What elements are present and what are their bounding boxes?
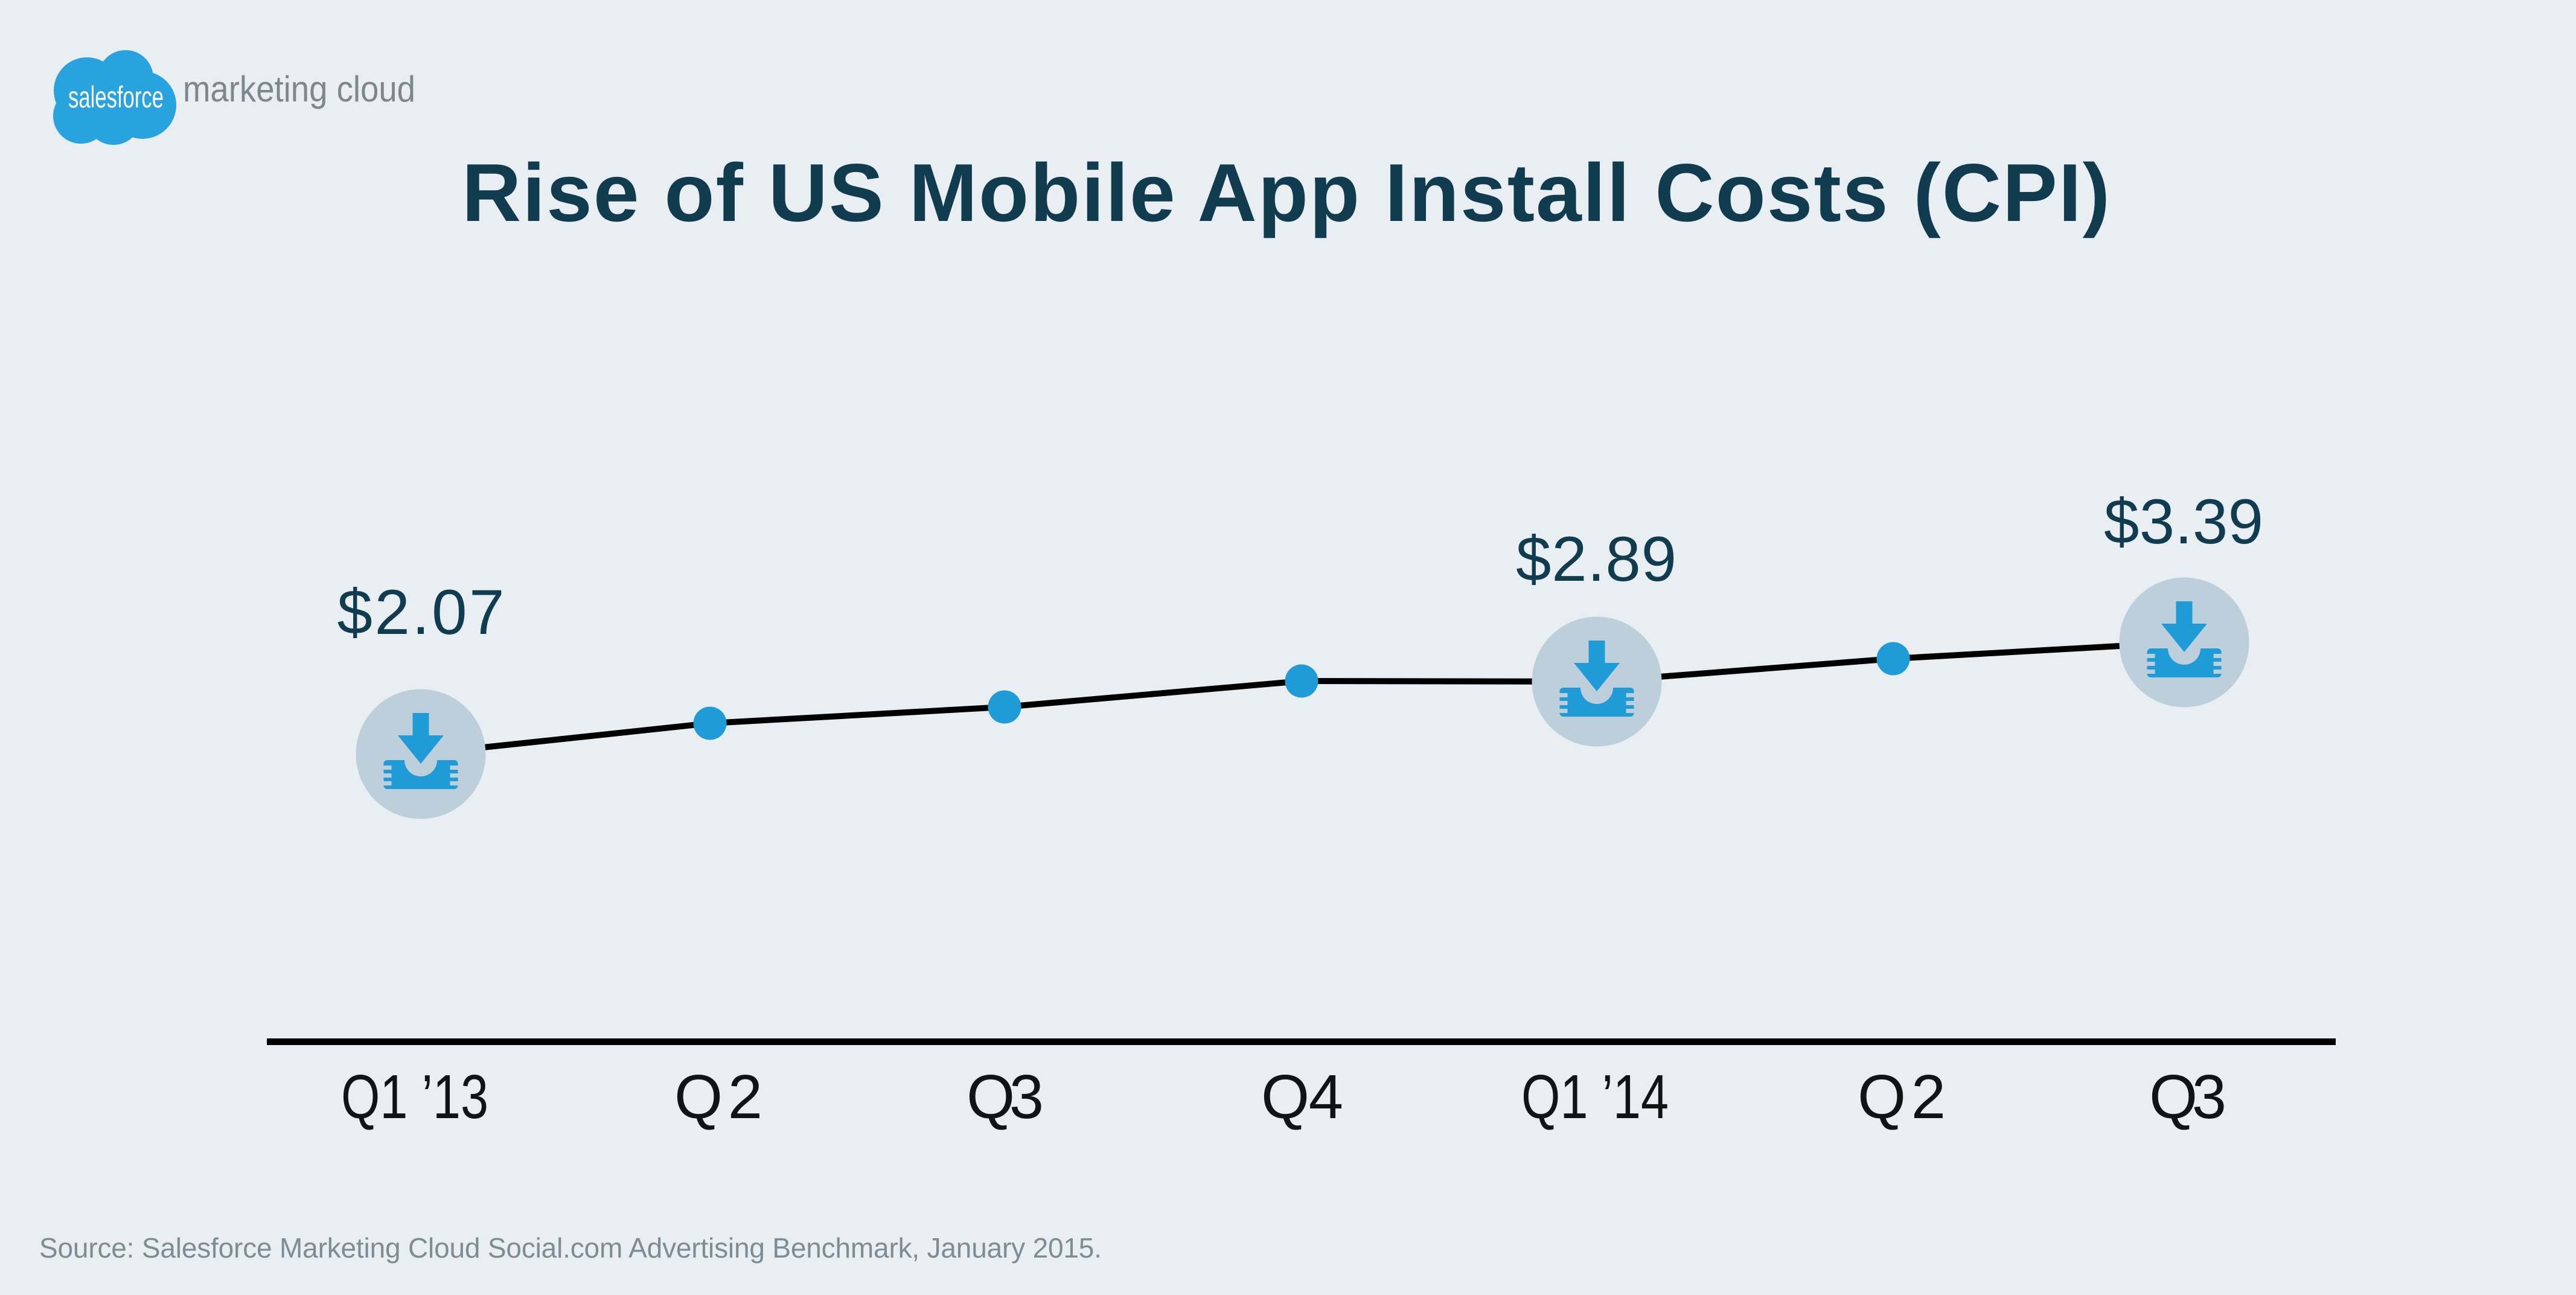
svg-text:Q3: Q3 bbox=[967, 1062, 1044, 1131]
svg-text:Q2: Q2 bbox=[674, 1062, 762, 1131]
svg-text:Q1 ’13: Q1 ’13 bbox=[341, 1062, 488, 1131]
svg-text:marketing cloud: marketing cloud bbox=[183, 69, 415, 109]
svg-text:Q3: Q3 bbox=[2149, 1062, 2226, 1131]
svg-text:$3.39: $3.39 bbox=[2104, 487, 2263, 557]
svg-text:Q1 ’14: Q1 ’14 bbox=[1521, 1062, 1669, 1131]
svg-text:Q4: Q4 bbox=[1261, 1062, 1343, 1131]
svg-text:Source: Salesforce Marketing C: Source: Salesforce Marketing Cloud Socia… bbox=[39, 1232, 1102, 1264]
svg-text:salesforce: salesforce bbox=[68, 80, 164, 114]
svg-text:$2.89: $2.89 bbox=[1516, 524, 1676, 595]
svg-text:Q2: Q2 bbox=[1858, 1062, 1946, 1131]
svg-text:Rise of US Mobile App Install: Rise of US Mobile App Install Costs (CPI… bbox=[462, 147, 2110, 238]
svg-text:$2.07: $2.07 bbox=[337, 577, 505, 648]
